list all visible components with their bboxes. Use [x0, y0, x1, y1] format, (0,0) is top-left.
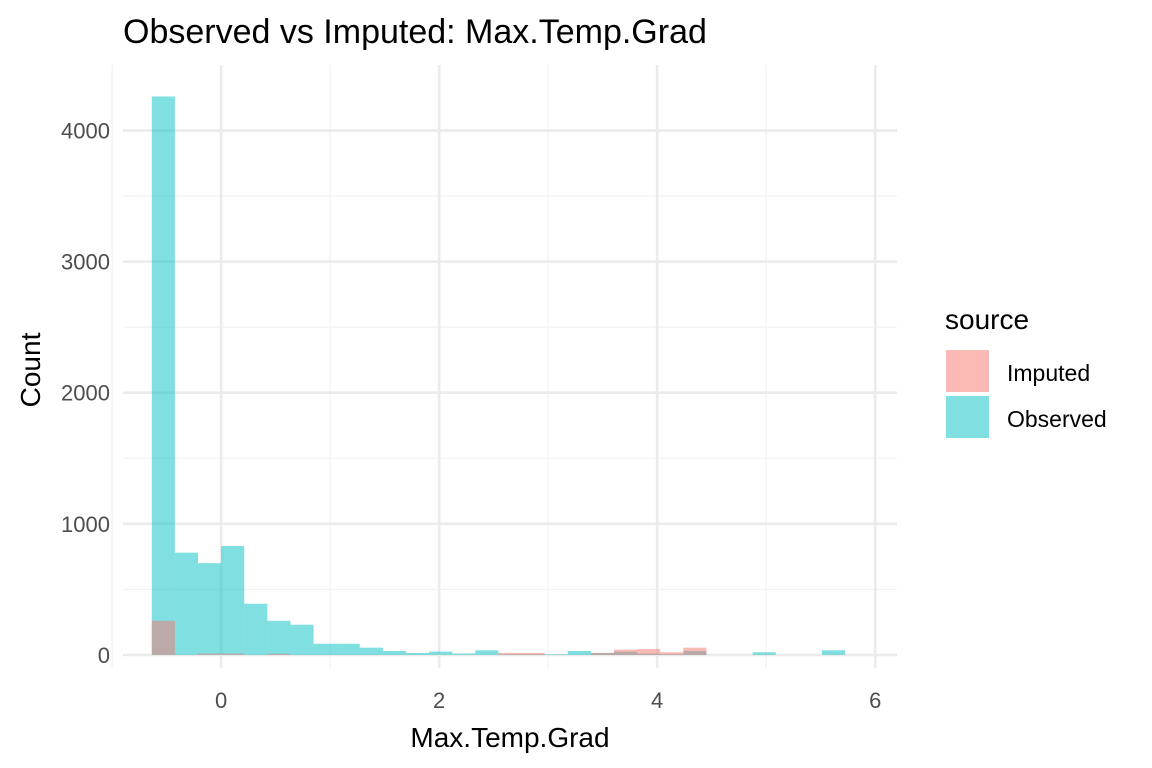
imputed-bar-1	[198, 653, 222, 655]
imputed-bar-7	[613, 649, 638, 655]
observed-bar-0	[151, 96, 175, 655]
imputed-bar-4	[498, 652, 522, 655]
observed-bar-24	[752, 652, 776, 655]
x-tick-label: 4	[651, 688, 663, 713]
imputed-bar-6	[590, 652, 614, 655]
imputed-bar-9	[660, 652, 684, 655]
x-axis-title: Max.Temp.Grad	[410, 722, 609, 753]
observed-bar-7	[313, 643, 337, 655]
x-tick-label: 2	[433, 688, 445, 713]
imputed-bar-10	[683, 647, 707, 655]
legend-title: source	[945, 304, 1029, 335]
observed-bar-6	[290, 624, 314, 655]
observed-bar-5	[267, 620, 291, 655]
legend-swatch-observed	[946, 396, 989, 438]
observed-bar-3	[221, 546, 245, 655]
observed-bars	[151, 96, 846, 655]
legend-swatch-imputed	[946, 350, 989, 392]
imputed-bars	[151, 620, 707, 655]
imputed-bar-8	[637, 648, 661, 655]
y-tick-label: 1000	[61, 512, 110, 537]
observed-bar-25	[821, 650, 846, 655]
observed-bar-13	[452, 653, 476, 655]
imputed-bar-0	[151, 620, 175, 655]
y-tick-label: 4000	[61, 119, 110, 144]
y-axis-ticks: 0 1000 2000 3000 4000	[61, 119, 110, 668]
observed-bar-10	[382, 650, 407, 655]
observed-bar-1	[174, 552, 199, 655]
legend-label-imputed: Imputed	[1007, 360, 1090, 386]
observed-bar-11	[406, 652, 430, 655]
imputed-bar-2	[221, 653, 245, 655]
observed-bar-17	[544, 654, 568, 655]
observed-bar-14	[475, 650, 499, 655]
chart-title: Observed vs Imputed: Max.Temp.Grad	[123, 13, 707, 51]
observed-bar-18	[567, 650, 591, 655]
imputed-bar-5	[521, 652, 545, 655]
x-tick-label: 6	[869, 688, 881, 713]
imputed-bar-3	[267, 653, 291, 655]
y-axis-title: Count	[15, 332, 46, 407]
y-tick-label: 2000	[61, 381, 110, 406]
x-tick-label: 0	[215, 688, 227, 713]
y-tick-label: 3000	[61, 250, 110, 275]
observed-bar-4	[244, 603, 268, 655]
y-tick-label: 0	[98, 643, 110, 668]
observed-bar-2	[198, 563, 222, 655]
observed-bar-12	[429, 651, 453, 655]
legend: source Imputed Observed	[945, 304, 1107, 438]
x-axis-ticks: 0 2 4 6	[215, 688, 881, 713]
observed-bar-9	[359, 647, 383, 655]
observed-bar-8	[336, 643, 360, 655]
legend-label-observed: Observed	[1007, 406, 1107, 432]
